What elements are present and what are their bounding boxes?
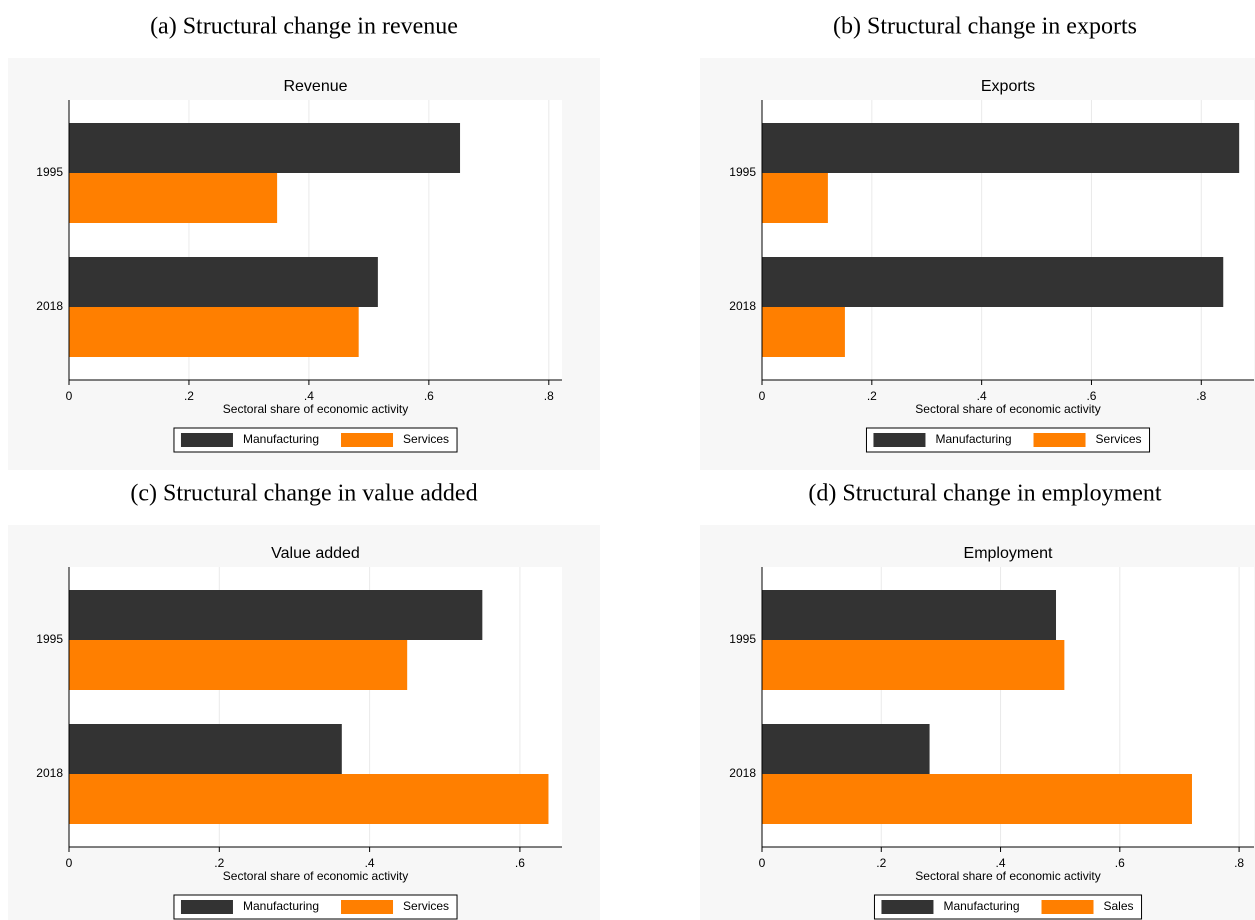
legend-swatch bbox=[180, 433, 233, 447]
bar bbox=[69, 724, 342, 774]
x-tick-label: .8 bbox=[1196, 389, 1206, 403]
x-tick-label: .6 bbox=[1115, 856, 1125, 870]
x-tick-label: .6 bbox=[1086, 389, 1096, 403]
bar bbox=[69, 173, 278, 223]
bar bbox=[762, 640, 1065, 690]
y-tick-label: 2018 bbox=[729, 766, 756, 780]
legend-swatch bbox=[341, 433, 394, 447]
bar bbox=[762, 123, 1240, 173]
bar bbox=[762, 257, 1224, 307]
bar bbox=[69, 590, 483, 640]
legend-label: Manufacturing bbox=[243, 899, 319, 913]
bar bbox=[762, 774, 1192, 824]
y-tick-label: 2018 bbox=[36, 299, 63, 313]
bar bbox=[69, 307, 359, 357]
x-tick-label: 0 bbox=[759, 389, 766, 403]
bar bbox=[69, 640, 408, 690]
legend-swatch bbox=[180, 900, 233, 914]
x-tick-label: .4 bbox=[304, 389, 314, 403]
x-tick-label: 0 bbox=[66, 856, 73, 870]
x-tick-label: .4 bbox=[977, 389, 987, 403]
chart-title: Employment bbox=[964, 545, 1053, 562]
bar bbox=[762, 590, 1057, 640]
caption: (a) Structural change in revenue bbox=[150, 14, 458, 40]
caption: (d) Structural change in employment bbox=[808, 481, 1162, 507]
x-axis-label: Sectoral share of economic activity bbox=[915, 402, 1100, 416]
x-axis-label: Sectoral share of economic activity bbox=[223, 402, 408, 416]
legend-swatch bbox=[341, 900, 394, 914]
legend-swatch bbox=[1041, 900, 1094, 914]
x-tick-label: .2 bbox=[867, 389, 877, 403]
x-tick-label: .6 bbox=[515, 856, 525, 870]
x-tick-label: .8 bbox=[544, 389, 554, 403]
legend-label: Services bbox=[1096, 432, 1142, 446]
legend-label: Services bbox=[403, 432, 449, 446]
x-tick-label: 0 bbox=[759, 856, 766, 870]
bar bbox=[69, 774, 549, 824]
legend-label: Manufacturing bbox=[243, 432, 319, 446]
x-tick-label: .2 bbox=[184, 389, 194, 403]
legend-label: Sales bbox=[1104, 899, 1134, 913]
y-tick-label: 1995 bbox=[36, 165, 63, 179]
x-tick-label: .2 bbox=[876, 856, 886, 870]
chart-title: Exports bbox=[981, 78, 1035, 95]
x-tick-label: .4 bbox=[365, 856, 375, 870]
bar bbox=[69, 123, 461, 173]
y-tick-label: 1995 bbox=[36, 632, 63, 646]
y-tick-label: 1995 bbox=[729, 165, 756, 179]
y-tick-label: 1995 bbox=[729, 632, 756, 646]
caption: (c) Structural change in value added bbox=[130, 481, 477, 507]
y-tick-label: 2018 bbox=[729, 299, 756, 313]
x-tick-label: 0 bbox=[66, 389, 73, 403]
caption: (b) Structural change in exports bbox=[833, 14, 1137, 40]
y-tick-label: 2018 bbox=[36, 766, 63, 780]
bar bbox=[762, 307, 845, 357]
x-tick-label: .2 bbox=[214, 856, 224, 870]
chart-title: Value added bbox=[271, 545, 360, 562]
legend-swatch bbox=[1033, 433, 1086, 447]
legend-swatch bbox=[881, 900, 934, 914]
legend-swatch bbox=[873, 433, 926, 447]
legend-label: Services bbox=[403, 899, 449, 913]
bar bbox=[762, 724, 930, 774]
x-tick-label: .6 bbox=[424, 389, 434, 403]
legend-label: Manufacturing bbox=[943, 899, 1019, 913]
bar bbox=[69, 257, 378, 307]
legend-label: Manufacturing bbox=[935, 432, 1011, 446]
x-axis-label: Sectoral share of economic activity bbox=[223, 869, 408, 883]
x-tick-label: .4 bbox=[996, 856, 1006, 870]
x-tick-label: .8 bbox=[1234, 856, 1244, 870]
x-axis-label: Sectoral share of economic activity bbox=[915, 869, 1100, 883]
chart-title: Revenue bbox=[283, 78, 347, 95]
bar bbox=[762, 173, 828, 223]
